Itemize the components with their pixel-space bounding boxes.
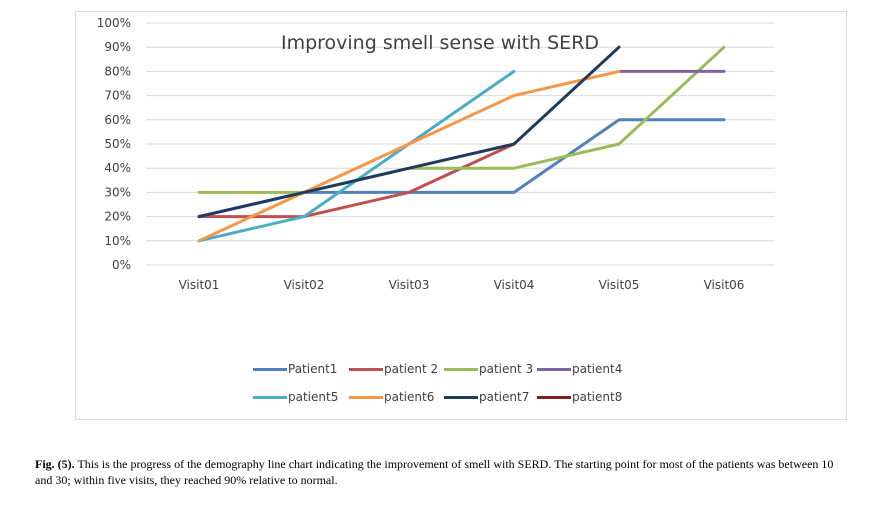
y-tick-label: 80% <box>104 64 131 78</box>
legend-swatch <box>349 367 383 371</box>
series-line-patient6 <box>197 69 621 243</box>
y-tick-label: 60% <box>104 113 131 127</box>
legend-swatch <box>537 367 571 371</box>
y-tick-label: 90% <box>104 40 131 54</box>
x-tick-label: Visit01 <box>179 278 220 292</box>
x-tick-label: Visit05 <box>599 278 640 292</box>
series-line-patient3 <box>197 45 726 194</box>
y-tick-label: 10% <box>104 234 131 248</box>
legend-label: patient 3 <box>479 362 534 376</box>
legend-item: patient 2 <box>349 362 438 376</box>
y-tick-label: 0% <box>112 258 131 272</box>
x-tick-label: Visit02 <box>284 278 325 292</box>
legend-swatch <box>253 395 287 399</box>
legend-label: patient7 <box>479 390 530 404</box>
legend-swatch <box>444 395 478 399</box>
legend-label: patient5 <box>288 390 339 404</box>
figure-caption: Fig. (5). This is the progress of the de… <box>35 456 845 488</box>
legend-item: patient4 <box>537 362 622 376</box>
x-tick-label: Visit06 <box>704 278 745 292</box>
legend-item: patient7 <box>444 390 529 404</box>
y-tick-label: 30% <box>104 185 131 199</box>
legend-swatch <box>349 395 383 399</box>
legend-swatch <box>444 367 478 371</box>
legend-item: patient8 <box>537 390 622 404</box>
legend-item: patient6 <box>349 390 434 404</box>
y-tick-label: 50% <box>104 137 131 151</box>
legend-label: patient 2 <box>384 362 439 376</box>
x-tick-label: Visit03 <box>389 278 430 292</box>
legend-item: patient5 <box>253 390 338 404</box>
y-tick-label: 40% <box>104 161 131 175</box>
y-tick-label: 100% <box>97 16 131 30</box>
series-line-patient7 <box>197 45 621 219</box>
legend-label: patient6 <box>384 390 435 404</box>
x-tick-label: Visit04 <box>494 278 535 292</box>
caption-text: This is the progress of the demography l… <box>35 457 834 487</box>
legend-item: Patient1 <box>253 362 337 376</box>
legend-label: patient8 <box>572 390 623 404</box>
legend-label: patient4 <box>572 362 623 376</box>
legend-item: patient 3 <box>444 362 533 376</box>
y-tick-label: 70% <box>104 89 131 103</box>
chart-title: Improving smell sense with SERD <box>281 32 599 54</box>
caption-label: Fig. (5). <box>35 457 75 471</box>
legend-swatch <box>253 367 287 371</box>
legend-swatch <box>537 395 571 399</box>
legend-label: Patient1 <box>288 362 338 376</box>
y-tick-label: 20% <box>104 210 131 224</box>
